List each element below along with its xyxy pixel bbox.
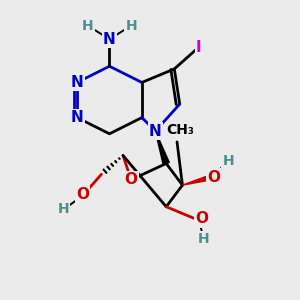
Text: H: H bbox=[223, 154, 234, 168]
Text: H: H bbox=[125, 19, 137, 33]
Text: O: O bbox=[124, 172, 138, 187]
Text: O: O bbox=[76, 187, 89, 202]
Polygon shape bbox=[155, 131, 169, 164]
Text: H: H bbox=[82, 19, 94, 33]
Text: N: N bbox=[71, 75, 83, 90]
Text: H: H bbox=[198, 232, 210, 246]
Text: H: H bbox=[58, 202, 69, 216]
Text: I: I bbox=[196, 40, 201, 55]
Text: N: N bbox=[103, 32, 116, 47]
Polygon shape bbox=[182, 174, 213, 185]
Text: O: O bbox=[195, 212, 208, 226]
Text: N: N bbox=[71, 110, 83, 125]
Text: CH₃: CH₃ bbox=[166, 123, 194, 137]
Text: O: O bbox=[207, 169, 220, 184]
Text: N: N bbox=[149, 124, 162, 139]
